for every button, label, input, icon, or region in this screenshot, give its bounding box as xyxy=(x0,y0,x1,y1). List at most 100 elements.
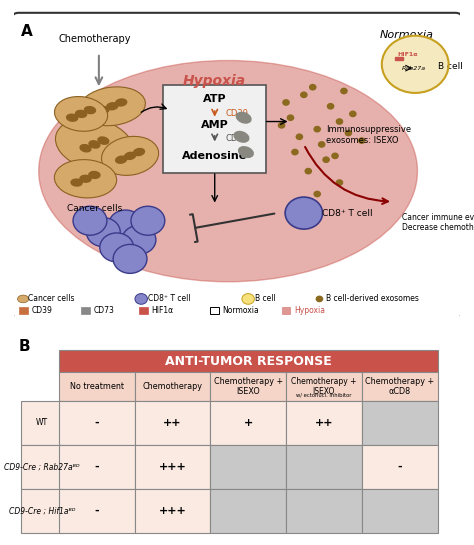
Ellipse shape xyxy=(75,111,87,117)
Circle shape xyxy=(301,92,307,98)
Text: Chemotherapy +
ISEXO: Chemotherapy + ISEXO xyxy=(291,377,356,396)
Ellipse shape xyxy=(67,114,78,121)
Ellipse shape xyxy=(84,107,95,113)
Ellipse shape xyxy=(55,96,108,131)
Ellipse shape xyxy=(125,153,136,159)
Text: CD39: CD39 xyxy=(31,306,52,315)
Circle shape xyxy=(73,206,107,235)
Text: HIF1α: HIF1α xyxy=(152,306,173,315)
Bar xyxy=(135,401,210,445)
Text: +++: +++ xyxy=(158,506,186,516)
Text: CD39: CD39 xyxy=(226,110,249,118)
Ellipse shape xyxy=(55,160,117,198)
Bar xyxy=(286,401,362,445)
Circle shape xyxy=(287,115,293,120)
Circle shape xyxy=(122,225,156,255)
Text: HIF1α: HIF1α xyxy=(397,52,418,57)
Bar xyxy=(282,307,291,314)
Bar xyxy=(286,489,362,532)
Bar xyxy=(362,401,438,445)
Text: B: B xyxy=(18,340,30,354)
Bar xyxy=(59,445,135,489)
Text: +++: +++ xyxy=(158,462,186,472)
Text: CD9-Cre ; Hif1aᴮᴰ: CD9-Cre ; Hif1aᴮᴰ xyxy=(9,506,75,515)
Ellipse shape xyxy=(116,99,127,106)
Circle shape xyxy=(113,244,147,274)
Ellipse shape xyxy=(18,295,29,303)
Circle shape xyxy=(314,126,320,132)
Text: ++: ++ xyxy=(315,418,333,428)
Ellipse shape xyxy=(98,137,109,144)
Bar xyxy=(21,445,63,489)
Bar xyxy=(59,372,135,401)
Bar xyxy=(135,489,210,532)
Circle shape xyxy=(345,130,352,136)
Bar xyxy=(362,372,438,401)
Circle shape xyxy=(283,100,289,105)
Text: Cancer immune evasion,
Decrease chemotherapy efficacy: Cancer immune evasion, Decrease chemothe… xyxy=(402,213,474,233)
Text: -: - xyxy=(397,462,402,472)
Circle shape xyxy=(109,210,143,239)
Text: AMP: AMP xyxy=(201,120,228,130)
Ellipse shape xyxy=(107,103,118,110)
Circle shape xyxy=(337,180,343,185)
Circle shape xyxy=(382,35,448,93)
Circle shape xyxy=(86,217,120,247)
Text: +: + xyxy=(244,418,253,428)
Bar xyxy=(210,445,286,489)
Text: ANTI-TUMOR RESPONSE: ANTI-TUMOR RESPONSE xyxy=(165,355,331,367)
Bar xyxy=(362,489,438,532)
Ellipse shape xyxy=(134,149,145,155)
Circle shape xyxy=(319,142,325,147)
Ellipse shape xyxy=(89,141,100,148)
Circle shape xyxy=(314,191,320,197)
Text: Chemotherapy: Chemotherapy xyxy=(142,382,202,391)
Text: -: - xyxy=(94,462,99,472)
Text: CD8⁺ T cell: CD8⁺ T cell xyxy=(322,209,372,217)
Bar xyxy=(18,307,27,314)
Text: No treatment: No treatment xyxy=(70,382,124,391)
Ellipse shape xyxy=(237,112,251,123)
Bar xyxy=(135,372,210,401)
FancyBboxPatch shape xyxy=(164,85,266,173)
Circle shape xyxy=(285,197,322,229)
Text: -: - xyxy=(94,506,99,516)
Ellipse shape xyxy=(39,60,418,282)
Text: Adenosine: Adenosine xyxy=(182,151,247,161)
Ellipse shape xyxy=(101,136,159,175)
Bar xyxy=(395,57,403,60)
Text: ATP: ATP xyxy=(203,94,227,104)
Text: CD8⁺ T cell: CD8⁺ T cell xyxy=(148,294,191,304)
Circle shape xyxy=(305,168,311,174)
Text: Cancer cells: Cancer cells xyxy=(27,294,74,304)
Bar xyxy=(59,350,438,372)
Text: CD9-Cre ; Rab27aᴮᴰ: CD9-Cre ; Rab27aᴮᴰ xyxy=(4,462,80,471)
Circle shape xyxy=(310,84,316,90)
Circle shape xyxy=(359,138,365,143)
Ellipse shape xyxy=(89,172,100,178)
Text: ++: ++ xyxy=(163,418,182,428)
Bar xyxy=(210,372,286,401)
Bar xyxy=(81,307,90,314)
Circle shape xyxy=(278,123,285,128)
Bar xyxy=(210,401,286,445)
Text: Hypoxia: Hypoxia xyxy=(294,306,325,315)
Ellipse shape xyxy=(80,144,91,152)
Bar xyxy=(59,489,135,532)
Circle shape xyxy=(350,111,356,117)
Text: Chemotherapy +
ISEXO: Chemotherapy + ISEXO xyxy=(214,377,283,396)
FancyBboxPatch shape xyxy=(12,13,462,318)
Bar xyxy=(21,489,63,532)
Circle shape xyxy=(131,206,165,235)
Text: WT: WT xyxy=(36,419,48,427)
Circle shape xyxy=(337,119,343,124)
Text: CD73: CD73 xyxy=(93,306,114,315)
Bar xyxy=(286,445,362,489)
Ellipse shape xyxy=(80,175,91,182)
Text: Rab27a: Rab27a xyxy=(402,65,426,71)
Text: Immunosuppressive
exosomes: ISEXO: Immunosuppressive exosomes: ISEXO xyxy=(326,125,411,144)
Text: Normoxia: Normoxia xyxy=(380,30,434,40)
Bar xyxy=(286,372,362,401)
Circle shape xyxy=(296,134,302,140)
Text: CD73: CD73 xyxy=(226,134,249,143)
